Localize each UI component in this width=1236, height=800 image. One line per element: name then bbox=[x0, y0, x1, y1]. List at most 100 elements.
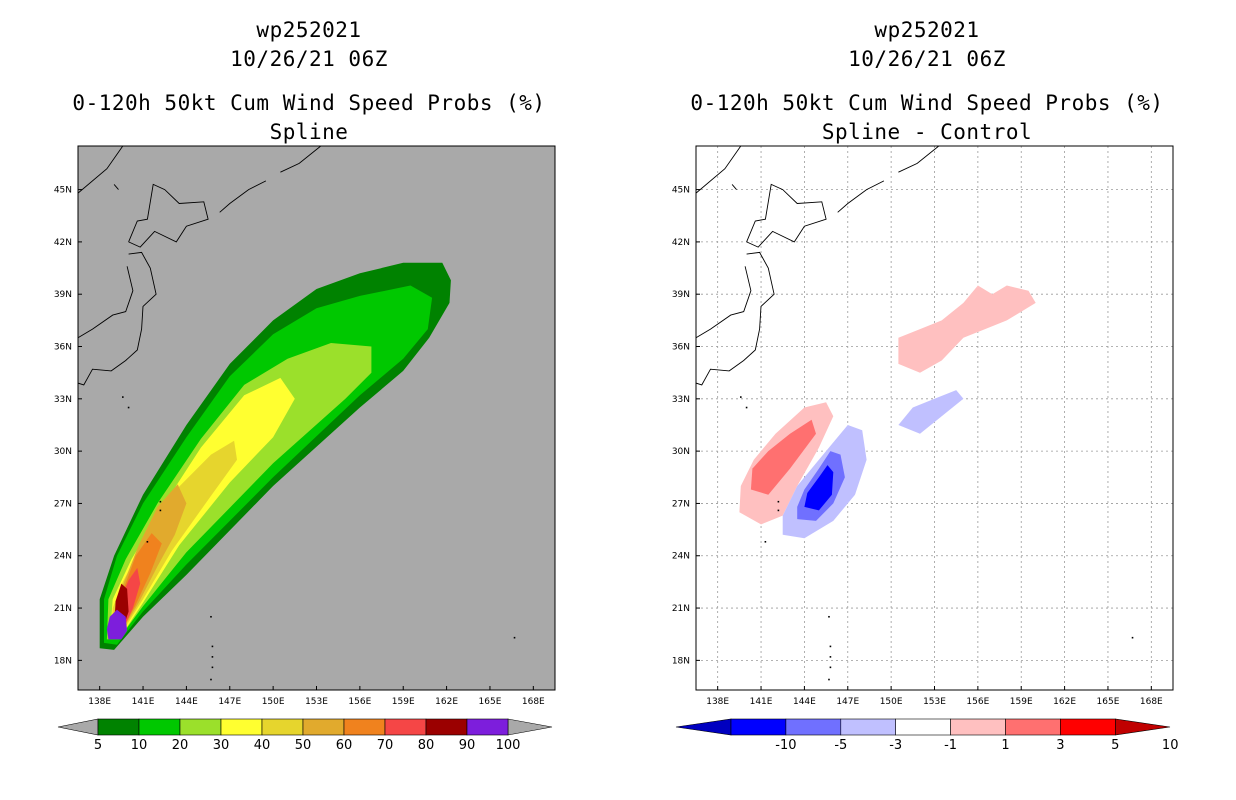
colorbar-swatch bbox=[138, 718, 181, 736]
y-tick-label: 36N bbox=[672, 343, 690, 353]
island-marker bbox=[210, 678, 212, 681]
y-tick-label: 42N bbox=[54, 238, 72, 248]
island-marker bbox=[210, 615, 212, 618]
contour-level-1 bbox=[898, 285, 1036, 373]
y-tick-label: 30N bbox=[54, 447, 72, 457]
colorbar-label: 3 bbox=[1056, 738, 1064, 753]
contour-level-neg5 bbox=[804, 465, 834, 511]
y-tick-label: 45N bbox=[54, 186, 72, 196]
island-marker bbox=[127, 406, 130, 409]
colorbar-label: 70 bbox=[377, 738, 394, 753]
coastline bbox=[696, 146, 742, 194]
y-tick-label: 18N bbox=[672, 656, 690, 666]
wind-probability-map: 138E 141E 144E 147E 150E 153E 156E 159E 162E 165E… bbox=[54, 145, 556, 753]
y-tick-label: 45N bbox=[672, 186, 690, 196]
colorbar-swatch bbox=[261, 718, 304, 736]
island-marker bbox=[764, 540, 767, 543]
y-tick-label: 21N bbox=[54, 604, 72, 614]
colorbar-swatch bbox=[950, 718, 1006, 736]
colorbar-label: 60 bbox=[336, 738, 353, 753]
y-tick-label: 21N bbox=[672, 604, 690, 614]
colorbar-swatch bbox=[1005, 718, 1061, 736]
x-tick-label: 156E bbox=[966, 697, 989, 707]
island-marker bbox=[211, 666, 214, 669]
x-tick-label: 159E bbox=[1010, 697, 1033, 707]
colorbar-label: -10 bbox=[775, 738, 796, 753]
island-marker bbox=[777, 509, 780, 512]
island-marker bbox=[777, 500, 780, 503]
chart-title: 0-120h 50kt Cum Wind Speed Probs (%) bbox=[690, 91, 1164, 115]
colorbar-swatch bbox=[785, 718, 842, 736]
x-tick-label: 144E bbox=[793, 697, 816, 707]
colorbar-label: 100 bbox=[496, 738, 521, 753]
y-tick-label: 24N bbox=[54, 552, 72, 562]
colorbar-swatch bbox=[384, 718, 427, 736]
chart-panel-difference: wp252021 10/26/21 06Z 0-120h 50kt Cum Wi… bbox=[618, 0, 1236, 800]
colorbar-label: 5 bbox=[1111, 738, 1119, 753]
colorbar-label: 1 bbox=[1001, 738, 1009, 753]
chart-title: 0-120h 50kt Cum Wind Speed Probs (%) bbox=[72, 91, 546, 115]
y-tick-label: 36N bbox=[54, 343, 72, 353]
island-marker bbox=[1131, 636, 1134, 639]
coastline bbox=[113, 184, 119, 190]
colorbar-swatch bbox=[730, 718, 787, 736]
x-tick-label: 141E bbox=[750, 697, 773, 707]
storm-id-label: wp252021 bbox=[874, 18, 980, 42]
colorbar-swatch bbox=[840, 718, 897, 736]
y-tick-label: 27N bbox=[54, 499, 72, 509]
colorbar-swatch bbox=[302, 718, 345, 736]
x-tick-label: 147E bbox=[836, 697, 859, 707]
wind-probability-difference-map: 138E 141E 144E 147E 150E 153E 156E 159E 162E 165E… bbox=[672, 145, 1179, 753]
colorbar-label: 40 bbox=[254, 738, 271, 753]
colorbar-label: 80 bbox=[418, 738, 435, 753]
y-tick-label: 18N bbox=[54, 656, 72, 666]
x-tick-label: 150E bbox=[880, 697, 903, 707]
colorbar-label: -3 bbox=[889, 738, 902, 753]
colorbar-label: 90 bbox=[459, 738, 476, 753]
x-tick-label: 147E bbox=[218, 697, 241, 707]
chart-panel-spline: wp252021 10/26/21 06Z 0-120h 50kt Cum Wi… bbox=[54, 18, 556, 753]
coastline bbox=[219, 180, 267, 213]
y-tick-label: 24N bbox=[672, 552, 690, 562]
x-tick-label: 165E bbox=[479, 697, 502, 707]
colorbar-arrow-low bbox=[675, 718, 732, 736]
x-tick-label: 153E bbox=[923, 697, 946, 707]
x-tick-label: 138E bbox=[88, 697, 111, 707]
contour-level-20 bbox=[106, 343, 372, 640]
colorbar-label: 10 bbox=[131, 738, 148, 753]
colorbar-swatch bbox=[179, 718, 222, 736]
colorbar-label: -1 bbox=[944, 738, 957, 753]
colorbar-swatch bbox=[97, 718, 140, 736]
coastline bbox=[746, 183, 827, 248]
y-tick-label: 33N bbox=[672, 395, 690, 405]
colorbar-swatch bbox=[425, 718, 468, 736]
x-tick-label: 144E bbox=[175, 697, 198, 707]
x-tick-label: 165E bbox=[1097, 697, 1120, 707]
contour-level-3 bbox=[750, 419, 816, 495]
x-tick-label: 153E bbox=[305, 697, 328, 707]
colorbar-swatch bbox=[466, 718, 509, 736]
island-marker bbox=[211, 656, 214, 658]
island-marker bbox=[829, 666, 832, 669]
island-marker bbox=[513, 636, 516, 639]
x-tick-label: 162E bbox=[435, 697, 458, 707]
coastline bbox=[78, 146, 124, 194]
storm-id-label: wp252021 bbox=[256, 18, 362, 42]
colorbar-label: 20 bbox=[172, 738, 189, 753]
y-tick-label: 33N bbox=[54, 395, 72, 405]
contour-level-100 bbox=[106, 609, 128, 640]
colorbar-arrow-high bbox=[507, 718, 553, 736]
colorbar-label: 30 bbox=[213, 738, 230, 753]
coastline bbox=[696, 251, 775, 386]
coastline bbox=[78, 251, 157, 386]
colorbar-label: 50 bbox=[295, 738, 312, 753]
coastline bbox=[731, 184, 737, 190]
island-marker bbox=[159, 509, 162, 512]
island-marker bbox=[211, 645, 214, 648]
colorbar-label: 10 bbox=[1162, 738, 1179, 753]
x-tick-label: 138E bbox=[706, 697, 729, 707]
x-tick-label: 141E bbox=[132, 697, 155, 707]
colorbar-arrow-high bbox=[1114, 718, 1171, 736]
chart-subtitle: Spline bbox=[269, 120, 349, 144]
colorbar-label: -5 bbox=[834, 738, 847, 753]
